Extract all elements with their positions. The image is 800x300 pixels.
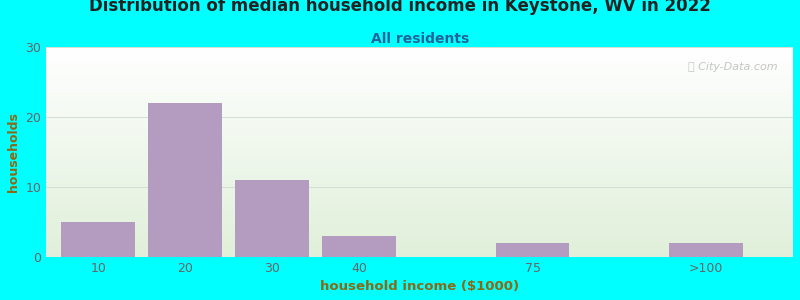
Bar [670, 243, 743, 256]
Bar [148, 103, 222, 256]
Bar [235, 180, 309, 256]
Bar [322, 236, 396, 256]
Bar [496, 243, 570, 256]
X-axis label: household income ($1000): household income ($1000) [320, 280, 519, 293]
Text: Distribution of median household income in Keystone, WV in 2022: Distribution of median household income … [89, 0, 711, 15]
Bar [62, 222, 135, 256]
Y-axis label: households: households [7, 112, 20, 192]
Text: Ⓢ City-Data.com: Ⓢ City-Data.com [689, 62, 778, 72]
Title: All residents: All residents [370, 32, 469, 46]
